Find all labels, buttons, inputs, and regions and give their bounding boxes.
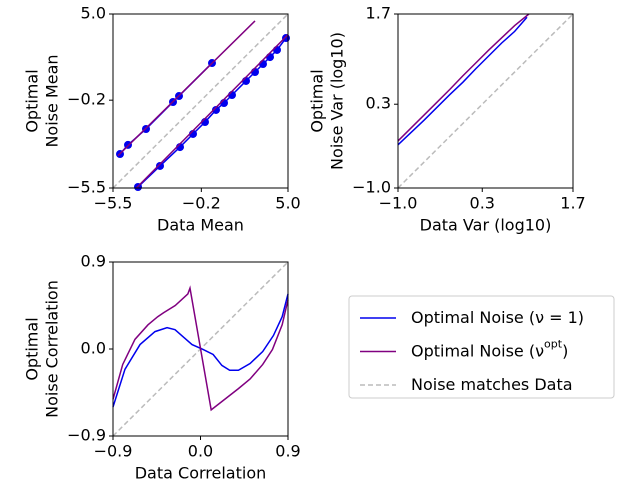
x-tick-label: 0.0 (188, 442, 213, 461)
x-tick-label: 5.0 (275, 194, 300, 213)
y-tick-label: −0.9 (67, 426, 106, 445)
marker (156, 161, 164, 170)
legend-label: Optimal Noise (ν = 1) (411, 308, 584, 327)
x-axis-label: Data Correlation (135, 464, 267, 483)
x-tick-label: −0.9 (94, 442, 133, 461)
marker (282, 34, 290, 43)
series-line (397, 13, 530, 142)
series-line (112, 13, 289, 189)
x-tick-label: −1.0 (379, 194, 418, 213)
series-line (112, 293, 289, 408)
series-line (112, 285, 289, 412)
y-axis-label: Optimal (23, 317, 42, 380)
axes-frame (112, 13, 289, 189)
legend-label: Noise matches Data (411, 375, 573, 394)
series-line (119, 37, 287, 188)
y-axis-label: Noise Mean (43, 54, 62, 147)
marker (266, 53, 274, 62)
y-tick-label: 0.3 (366, 94, 391, 113)
legend-suffix: ) (562, 341, 568, 360)
y-axis-label: Optimal (308, 69, 327, 132)
legend-label: Optimal Noise (νopt) (411, 338, 568, 361)
y-tick-label: −5.5 (67, 178, 106, 197)
series-line (117, 20, 289, 189)
legend-name: Noise matches Data (411, 375, 573, 394)
series-line (397, 16, 528, 146)
y-tick-label: 0.0 (81, 339, 106, 358)
x-axis-label: Data Mean (157, 216, 244, 235)
y-tick-label: 1.7 (366, 4, 391, 23)
x-tick-label: 1.7 (560, 194, 585, 213)
y-axis-label: Noise Correlation (43, 280, 62, 418)
legend-sup: opt (544, 338, 563, 351)
y-tick-label: 5.0 (81, 4, 106, 23)
legend-name: Optimal Noise (ν = 1) (411, 308, 584, 327)
x-tick-label: 0.9 (275, 442, 300, 461)
axes-frame (397, 13, 574, 189)
x-tick-label: −5.5 (94, 194, 133, 213)
series-line (397, 13, 574, 189)
y-tick-label: −0.2 (67, 90, 106, 109)
x-tick-label: −0.2 (182, 194, 221, 213)
marker (273, 45, 281, 54)
legend-box (348, 295, 615, 399)
y-axis-label: Noise Var (log10) (328, 32, 347, 170)
marker (251, 68, 259, 76)
x-axis-label: Data Var (log10) (420, 216, 552, 235)
marker (212, 105, 220, 114)
y-tick-label: −1.0 (352, 178, 391, 197)
y-axis-label: Optimal (23, 69, 42, 132)
y-tick-label: 0.9 (81, 252, 106, 271)
legend-name: Optimal Noise (ν (411, 341, 544, 360)
x-tick-label: 0.3 (470, 194, 495, 213)
marker (259, 60, 267, 69)
